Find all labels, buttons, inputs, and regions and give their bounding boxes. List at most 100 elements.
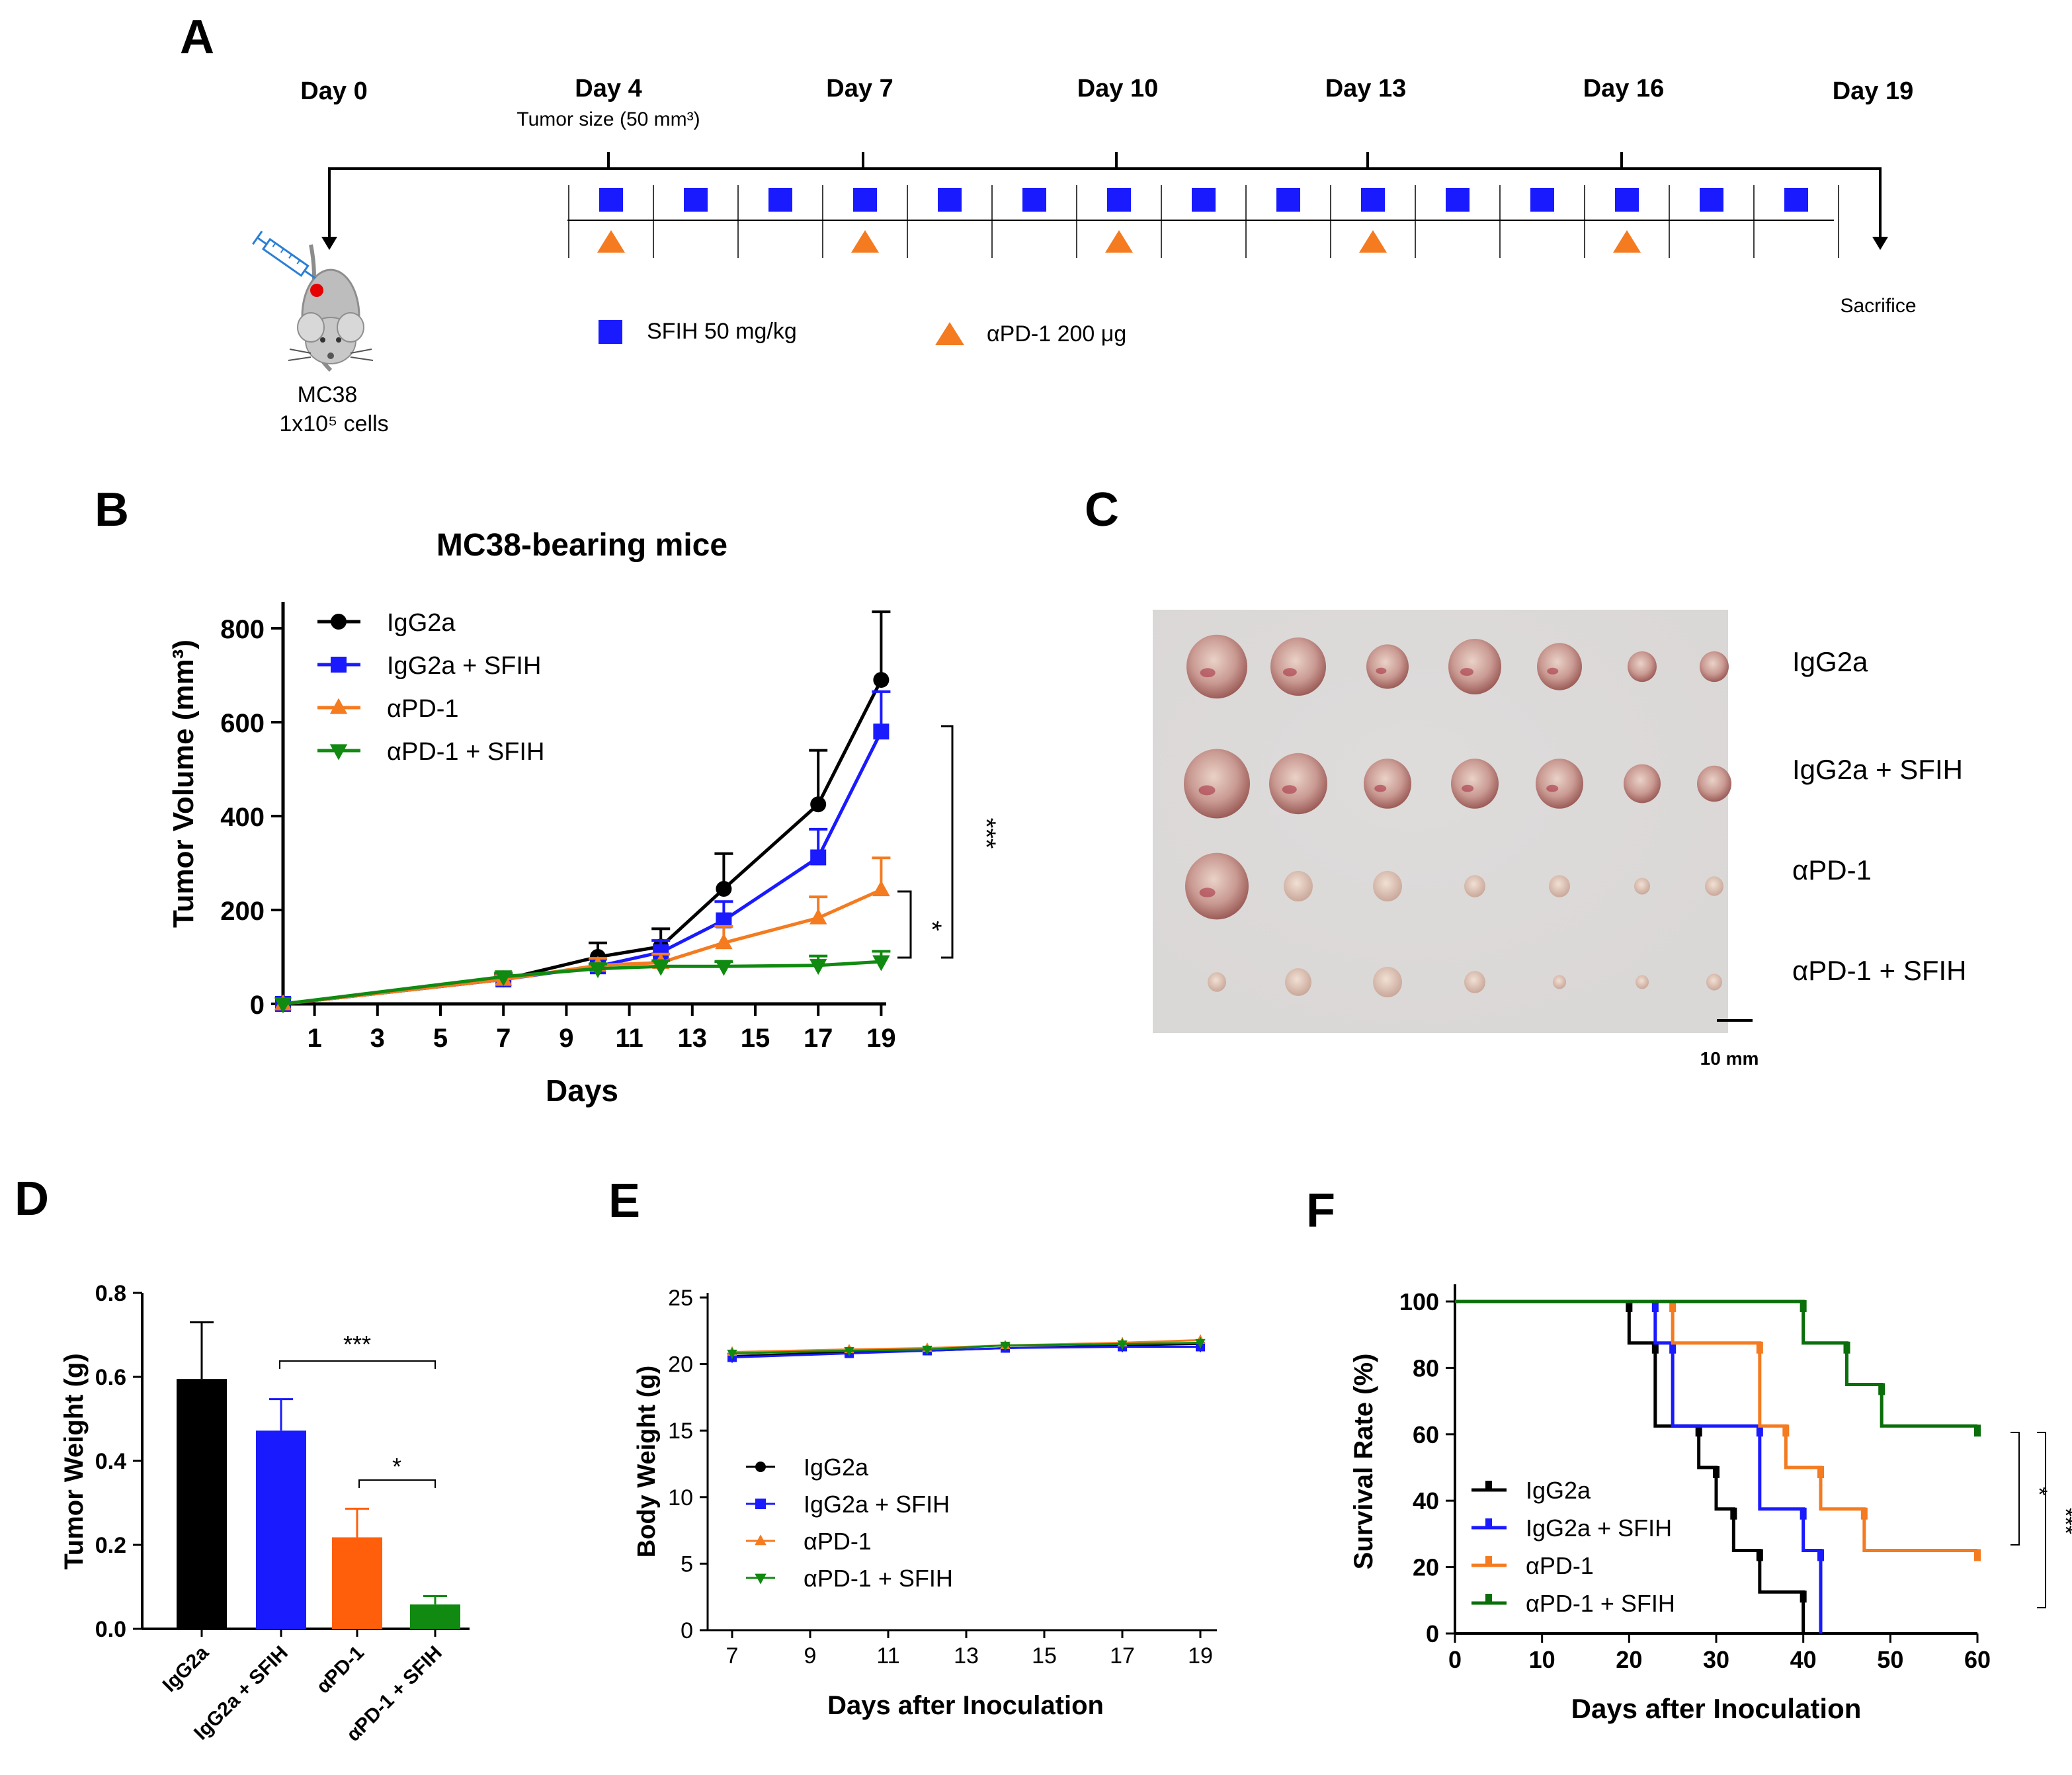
legend-marker xyxy=(329,744,348,761)
sfih-dose-marker xyxy=(684,188,708,212)
y-tick-label: 20 xyxy=(1413,1554,1439,1581)
sig-label-all: *** xyxy=(972,818,1001,849)
data-point xyxy=(715,933,733,950)
y-tick-label: 20 xyxy=(668,1352,693,1378)
legend-label: αPD-1 xyxy=(1526,1552,1594,1579)
data-point xyxy=(810,849,827,866)
legend-label: IgG2a + SFIH xyxy=(804,1491,950,1518)
bracket-all xyxy=(941,725,954,959)
panel-label-b: B xyxy=(95,483,129,536)
pd1-dose-marker xyxy=(851,230,879,253)
event-tick xyxy=(1651,1341,1659,1354)
legend-marker xyxy=(331,614,347,630)
bar xyxy=(177,1379,227,1629)
bracket-pd1 xyxy=(2010,1432,2020,1546)
x-tick-label: 7 xyxy=(496,1024,511,1053)
survival-curve xyxy=(1455,1300,1977,1428)
survival-curve xyxy=(1455,1300,1823,1633)
event-tick xyxy=(1669,1341,1677,1354)
event-tick xyxy=(1817,1549,1824,1561)
tumor-photo: 10 mm IgG2a IgG2a + SFIH αPD-1 αPD-1 + S… xyxy=(1153,610,1967,1069)
x-tick-label: 17 xyxy=(804,1024,833,1053)
x-tick-label: 0 xyxy=(1448,1646,1462,1673)
x-tick-label: 11 xyxy=(615,1024,643,1053)
data-point xyxy=(873,672,890,688)
y-tick-label: 0.2 xyxy=(95,1533,126,1558)
event-tick xyxy=(1974,1424,1981,1437)
mouse-label-line2: 1x10⁵ cells xyxy=(279,411,388,436)
series-αPD-1 xyxy=(274,856,891,1011)
panel-label-c: C xyxy=(1085,483,1119,536)
sig-label-combo: *** xyxy=(2053,1508,2072,1534)
tumor-sample xyxy=(1373,870,1402,902)
axes: 0 5 10 15 20 25 7 9 11 13 15 17 19 xyxy=(668,1286,1217,1669)
y-axis-label: Tumor Volume (mm³) xyxy=(167,640,200,928)
x-tick-label: 1 xyxy=(307,1024,321,1053)
x-tick-label: αPD-1 xyxy=(312,1642,368,1698)
x-tick-label: 5 xyxy=(433,1024,448,1053)
sfih-dose-marker xyxy=(1446,188,1470,212)
series xyxy=(727,1334,1206,1363)
event-tick xyxy=(1651,1300,1659,1312)
legend: IgG2a IgG2a + SFIH αPD-1 αPD-1 + SFIH xyxy=(1471,1477,1675,1617)
tumor-sample xyxy=(1185,852,1249,920)
y-tick-label: 0.0 xyxy=(95,1617,126,1642)
series xyxy=(1455,1300,1981,1633)
data-point xyxy=(715,960,733,976)
timeline-start-arrowhead xyxy=(321,237,337,250)
x-tick-label: 19 xyxy=(866,1024,896,1053)
legend-label: IgG2a xyxy=(1526,1477,1591,1504)
event-tick xyxy=(1756,1341,1763,1354)
data-point xyxy=(872,880,890,897)
tumor-spot xyxy=(1282,668,1297,677)
y-tick-label: 0.6 xyxy=(95,1365,126,1390)
tumor-spot xyxy=(1462,784,1474,792)
data-point xyxy=(872,955,890,971)
tumor-sample xyxy=(1628,651,1657,682)
pd1-dose-marker xyxy=(1105,230,1133,253)
y-tick-label: 600 xyxy=(220,709,265,738)
x-tick-label: 7 xyxy=(726,1643,739,1669)
legend-label: αPD-1 xyxy=(387,695,459,723)
legend-marker xyxy=(1485,1481,1492,1491)
survival-chart: Survival Rate (%) Days after Inoculation… xyxy=(1349,1284,2072,1724)
sfih-dose-marker xyxy=(768,188,792,212)
x-tick-label: 3 xyxy=(370,1024,385,1053)
tumor-volume-chart: MC38-bearing mice Tumor Volume (mm³) Day… xyxy=(167,528,1001,1108)
data-point xyxy=(495,970,513,987)
photo-row-label: αPD-1 + SFIH xyxy=(1792,955,1967,986)
sfih-dose-marker xyxy=(853,188,877,212)
sfih-dose-marker xyxy=(1022,188,1046,212)
y-axis-label: Body Weight (g) xyxy=(633,1366,661,1558)
event-tick xyxy=(1817,1466,1824,1478)
y-tick-label: 200 xyxy=(220,897,265,926)
legend-pd1-label: αPD-1 200 μg xyxy=(987,321,1126,347)
sig-label-pd1: * xyxy=(2026,1487,2051,1495)
tumor-sample xyxy=(1634,878,1650,895)
event-tick xyxy=(1669,1300,1677,1312)
x-tick-label: 19 xyxy=(1188,1643,1213,1669)
event-tick xyxy=(1860,1507,1868,1520)
y-tick-label: 400 xyxy=(220,803,265,832)
tumor-sample xyxy=(1705,876,1723,896)
event-tick xyxy=(1878,1383,1886,1395)
legend-marker xyxy=(329,698,348,714)
y-tick-label: 15 xyxy=(668,1419,693,1444)
y-tick-label: 60 xyxy=(1413,1421,1439,1448)
data-point xyxy=(922,1345,932,1355)
event-tick xyxy=(1695,1424,1702,1437)
x-tick-label: 11 xyxy=(876,1643,899,1669)
bracket-pd1 xyxy=(897,890,912,959)
x-tick-label: IgG2a xyxy=(159,1641,214,1696)
y-tick-label: 800 xyxy=(220,615,265,644)
bracket-all xyxy=(279,1360,436,1369)
day-label: Day 10 xyxy=(1077,75,1159,103)
legend-label: IgG2a xyxy=(804,1454,869,1481)
legend-marker xyxy=(755,1499,766,1509)
x-tick-label: 60 xyxy=(1964,1646,1991,1673)
body-weight-chart: Body Weight (g) Days after Inoculation 0… xyxy=(633,1286,1217,1720)
x-tick-label: 20 xyxy=(1616,1646,1642,1673)
tumor-sample xyxy=(1448,639,1501,694)
